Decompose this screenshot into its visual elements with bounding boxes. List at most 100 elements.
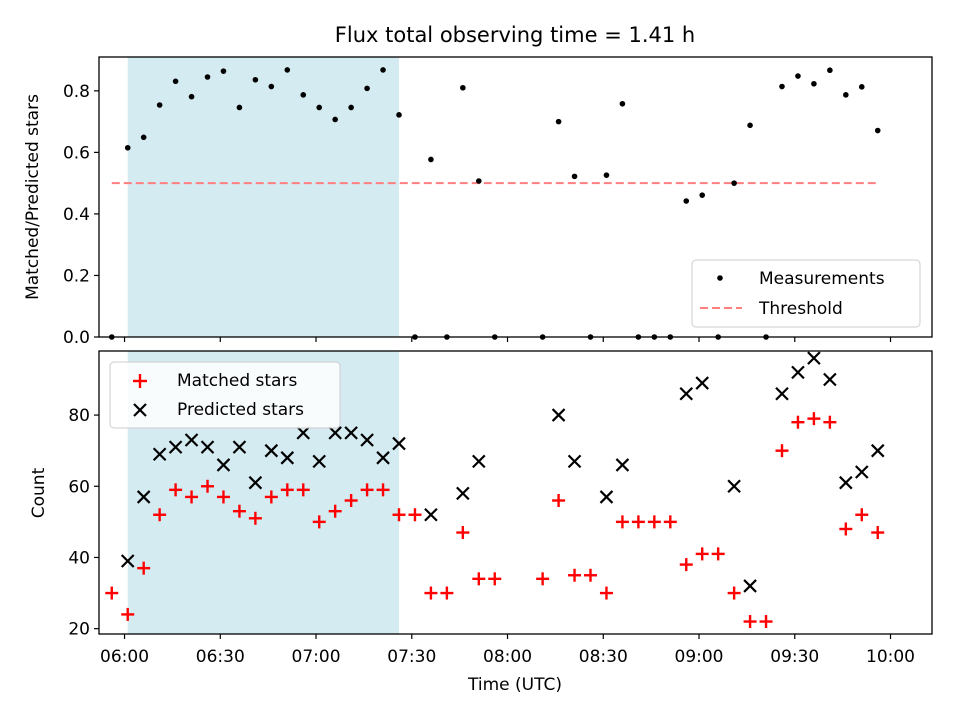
x-tick-label: 08:30 [579,647,628,667]
measurement-point [699,192,706,198]
matched-star-point [248,511,262,525]
predicted-star-point [344,426,358,440]
legend-predicted-label: Predicted stars [177,400,304,420]
predicted-star-point [472,454,486,469]
measurement-point [236,104,243,111]
predicted-star-point [567,454,582,469]
observing-window-band [127,57,400,337]
measurement-point [380,67,386,73]
predicted-star-stroke-b [376,451,390,465]
predicted-star-stroke-b [328,426,342,440]
predicted-star-stroke-b [424,507,438,522]
predicted-stars-points [120,351,885,593]
measurement-point [475,178,482,184]
predicted-star-point [120,554,135,568]
measurement-point [843,92,849,98]
matched-star-point [216,490,230,504]
matched-star-point [344,494,358,508]
top-legend: Measurements Threshold [691,259,921,328]
matched-star-point [472,572,486,586]
measurement-point [731,180,737,186]
predicted-star-stroke-b [567,454,582,469]
bottom-y-tick-label: 20 [68,620,90,640]
matched-star-point [759,615,773,629]
measurement-point [348,104,354,111]
matched-star-point [807,412,821,426]
predicted-star-stroke-b [472,454,486,469]
x-tick-label: 08:00 [483,647,532,667]
predicted-star-stroke-b [296,426,311,440]
predicted-star-stroke-b [823,372,837,387]
predicted-star-stroke-b [136,490,151,504]
legend-matched-label: Matched stars [177,371,297,391]
predicted-star-stroke-b [232,440,247,454]
legend-measurements-marker [717,275,723,281]
predicted-star-stroke-b [807,351,821,365]
predicted-star-stroke-b [120,554,135,568]
matched-star-point [743,615,757,629]
predicted-star-point [615,458,630,472]
matched-star-point [599,586,613,600]
predicted-star-stroke-b [775,386,789,401]
measurement-point [874,127,881,134]
predicted-star-stroke-b [392,436,406,451]
measurement-point [571,173,578,180]
predicted-star-stroke-b [152,447,167,462]
matched-star-point [105,586,119,600]
measurement-point [811,80,817,87]
matched-star-point [855,508,869,522]
predicted-star-stroke-b [695,376,709,390]
matched-star-point [201,479,215,493]
measurement-point [252,76,259,83]
predicted-star-point [280,451,295,465]
matched-star-point [280,483,294,497]
predicted-star-point [216,458,231,472]
x-tick-label: 09:30 [770,647,819,667]
top-y-tick-label: 0.8 [63,82,90,102]
legend-threshold-label: Threshold [758,299,843,319]
matched-star-point [647,515,661,529]
measurement-point [460,84,466,91]
matched-star-point [679,558,693,572]
predicted-star-stroke-b [839,475,853,490]
measurement-point [364,85,370,92]
bottom-legend: Matched stars Predicted stars [109,361,341,429]
measurement-point [858,84,865,90]
top-panel-frame [98,56,933,338]
measurement-point [188,93,195,100]
matched-star-point [440,586,454,600]
matched-star-point [711,547,725,561]
predicted-star-point [200,440,215,454]
matched-star-point [360,483,374,497]
top-y-tick-label: 0.2 [63,266,90,286]
matched-star-point [823,415,837,429]
predicted-star-point [695,376,709,390]
predicted-star-stroke-b [743,579,757,593]
predicted-star-point [807,351,821,365]
predicted-star-stroke-b [264,443,279,458]
legend-predicted-marker [133,403,147,417]
predicted-star-point [599,490,614,504]
measurement-point [316,104,323,111]
measurement-point [747,122,753,129]
predicted-star-point [823,372,837,387]
matched-star-point [456,526,470,540]
legend-matched-marker [133,374,147,388]
predicted-star-point [679,386,694,401]
chart-title: Flux total observing time = 1.41 h [335,23,695,47]
predicted-star-stroke-b [344,426,358,440]
measurement-point [428,156,434,163]
measurement-point [284,67,291,73]
matched-star-point [584,568,598,582]
measurement-point [396,112,402,118]
predicted-star-point [791,365,805,380]
top-y-tick-label: 0.0 [63,328,90,348]
x-tick-label: 07:30 [387,647,436,667]
legend-measurements-label: Measurements [759,269,885,289]
x-tick-label: 07:00 [292,647,341,667]
top-legend-box [691,259,921,328]
predicted-star-point [360,433,374,447]
top-y-axis-label: Matched/Predicted stars [23,94,43,300]
